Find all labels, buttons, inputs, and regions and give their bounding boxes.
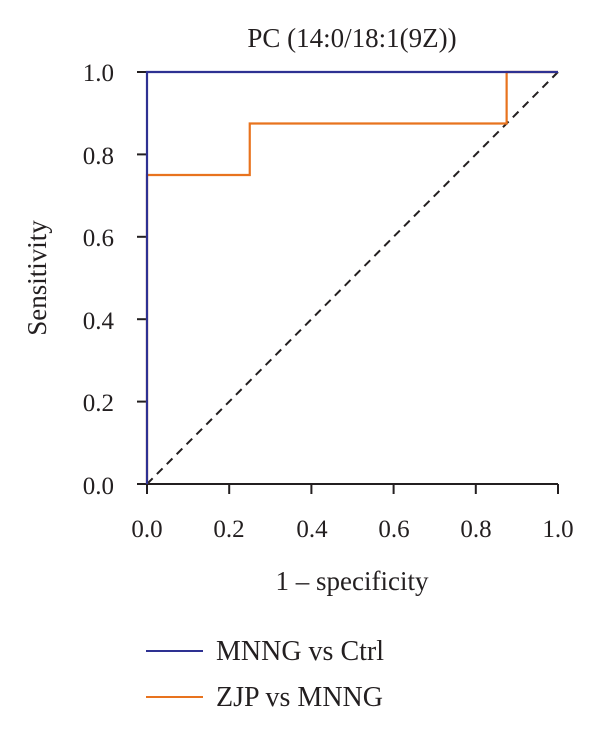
x-tick-label: 0.4 (296, 516, 328, 543)
legend-label: ZJP vs MNNG (216, 682, 383, 713)
y-tick-label: 0.8 (83, 143, 114, 170)
y-tick-label: 0.0 (83, 473, 114, 500)
x-tick-label: 0.0 (131, 516, 162, 543)
x-tick-label: 0.2 (213, 516, 244, 543)
y-axis-title: Sensitivity (22, 220, 52, 336)
plot-area (137, 70, 559, 494)
y-tick-label: 0.2 (83, 390, 114, 417)
reference-diagonal-line (146, 71, 559, 485)
y-tick-label: 1.0 (83, 60, 114, 87)
x-tick-labels: 0.0 0.2 0.4 0.6 0.8 1.0 (131, 516, 573, 543)
x-tick-label: 1.0 (542, 516, 573, 543)
legend-label: MNNG vs Ctrl (216, 636, 384, 667)
x-tick-label: 0.8 (460, 516, 491, 543)
y-tick-labels: 0.0 0.2 0.4 0.6 0.8 1.0 (83, 60, 115, 500)
legend-item: ZJP vs MNNG (146, 682, 383, 713)
x-axis-title: 1 – specificity (276, 566, 429, 596)
y-tick-label: 0.6 (83, 225, 114, 252)
y-tick-label: 0.4 (83, 308, 115, 335)
chart-title: PC (14:0/18:1(9Z)) (247, 23, 456, 53)
series-line-mnng-vs-ctrl (145, 70, 558, 484)
legend: MNNG vs Ctrl ZJP vs MNNG (146, 636, 384, 713)
x-tick-label: 0.6 (378, 516, 409, 543)
legend-item: MNNG vs Ctrl (146, 636, 384, 667)
